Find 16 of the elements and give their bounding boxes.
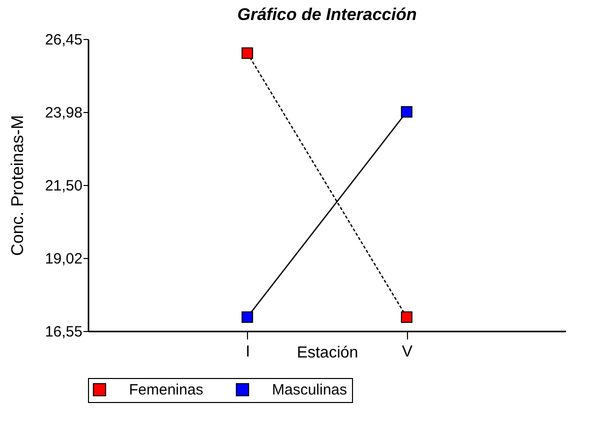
point bbox=[242, 311, 254, 323]
x-tick-label: I bbox=[246, 344, 250, 360]
legend-label: Masculinas bbox=[272, 382, 348, 399]
y-tick-label: 26,45 bbox=[44, 32, 82, 48]
y-tick-label: 16,55 bbox=[44, 324, 82, 340]
point bbox=[400, 311, 412, 323]
y-tick-label: 23,98 bbox=[44, 104, 82, 122]
y-axis-title: Conc. Proteinas-M bbox=[8, 115, 27, 256]
y-tick-label: 21,50 bbox=[44, 178, 82, 194]
point bbox=[400, 106, 412, 118]
point bbox=[242, 47, 254, 59]
legend-label: Femeninas bbox=[129, 382, 204, 399]
y-tick-label: 19,02 bbox=[44, 250, 82, 268]
x-axis-title: Estación bbox=[296, 344, 358, 362]
x-tick-label: V bbox=[402, 344, 413, 360]
chart-title: Gráfico de Interacción bbox=[237, 5, 417, 24]
